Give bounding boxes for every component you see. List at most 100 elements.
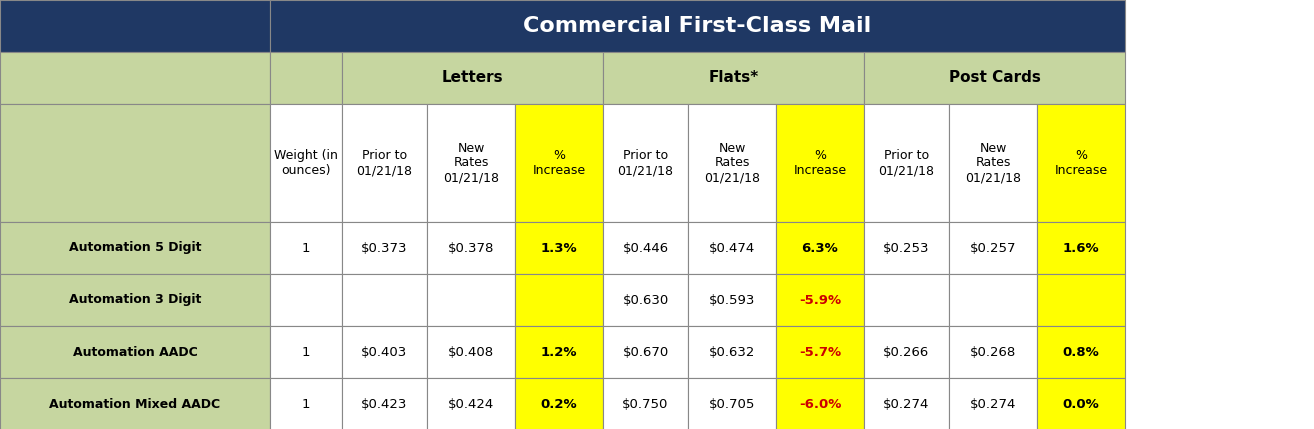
- Bar: [949, 274, 1037, 326]
- Bar: [603, 52, 865, 104]
- Text: $0.403: $0.403: [361, 345, 407, 359]
- Bar: [777, 378, 865, 429]
- Bar: [515, 378, 603, 429]
- Text: $0.274: $0.274: [970, 398, 1016, 411]
- Text: $0.408: $0.408: [448, 345, 494, 359]
- Bar: [269, 0, 1125, 52]
- Text: Automation 3 Digit: Automation 3 Digit: [68, 293, 201, 306]
- Bar: [777, 104, 865, 222]
- Bar: [342, 378, 427, 429]
- Text: $0.670: $0.670: [623, 345, 669, 359]
- Bar: [0, 274, 269, 326]
- Bar: [342, 274, 427, 326]
- Bar: [342, 52, 603, 104]
- Bar: [865, 378, 949, 429]
- Bar: [0, 0, 269, 52]
- Bar: [689, 274, 777, 326]
- Bar: [427, 326, 515, 378]
- Text: -5.7%: -5.7%: [799, 345, 841, 359]
- Text: $0.274: $0.274: [883, 398, 930, 411]
- Text: 1.3%: 1.3%: [540, 242, 577, 254]
- Bar: [603, 104, 689, 222]
- Text: Automation AADC: Automation AADC: [72, 345, 197, 359]
- Bar: [689, 222, 777, 274]
- Bar: [777, 274, 865, 326]
- Text: New
Rates
01/21/18: New Rates 01/21/18: [443, 142, 499, 184]
- Bar: [269, 52, 342, 104]
- Bar: [865, 326, 949, 378]
- Bar: [0, 52, 269, 104]
- Text: $0.750: $0.750: [623, 398, 669, 411]
- Bar: [1037, 222, 1125, 274]
- Text: $0.423: $0.423: [361, 398, 407, 411]
- Bar: [865, 52, 1125, 104]
- Bar: [603, 222, 689, 274]
- Bar: [427, 274, 515, 326]
- Text: Commercial First-Class Mail: Commercial First-Class Mail: [523, 16, 871, 36]
- Text: 1: 1: [302, 242, 310, 254]
- Text: $0.446: $0.446: [623, 242, 669, 254]
- Text: Automation Mixed AADC: Automation Mixed AADC: [50, 398, 221, 411]
- Bar: [603, 274, 689, 326]
- Bar: [0, 222, 269, 274]
- Text: Prior to
01/21/18: Prior to 01/21/18: [618, 149, 674, 177]
- Text: Weight (in
ounces): Weight (in ounces): [275, 149, 338, 177]
- Text: $0.268: $0.268: [970, 345, 1016, 359]
- Text: 6.3%: 6.3%: [802, 242, 838, 254]
- Bar: [689, 378, 777, 429]
- Bar: [603, 378, 689, 429]
- Text: $0.373: $0.373: [361, 242, 407, 254]
- Text: 0.2%: 0.2%: [540, 398, 577, 411]
- Bar: [269, 104, 342, 222]
- Bar: [269, 222, 342, 274]
- Text: %
Increase: % Increase: [1054, 149, 1108, 177]
- Text: $0.266: $0.266: [883, 345, 929, 359]
- Bar: [342, 104, 427, 222]
- Text: $0.593: $0.593: [708, 293, 756, 306]
- Bar: [949, 378, 1037, 429]
- Bar: [0, 104, 269, 222]
- Text: 1: 1: [302, 345, 310, 359]
- Bar: [269, 378, 342, 429]
- Bar: [0, 378, 269, 429]
- Bar: [949, 222, 1037, 274]
- Bar: [1037, 326, 1125, 378]
- Text: Prior to
01/21/18: Prior to 01/21/18: [356, 149, 413, 177]
- Text: $0.378: $0.378: [448, 242, 494, 254]
- Bar: [1037, 378, 1125, 429]
- Text: New
Rates
01/21/18: New Rates 01/21/18: [964, 142, 1021, 184]
- Text: $0.705: $0.705: [708, 398, 756, 411]
- Bar: [515, 104, 603, 222]
- Text: $0.253: $0.253: [883, 242, 930, 254]
- Bar: [427, 378, 515, 429]
- Bar: [269, 274, 342, 326]
- Bar: [1037, 104, 1125, 222]
- Bar: [603, 326, 689, 378]
- Bar: [1037, 274, 1125, 326]
- Bar: [865, 274, 949, 326]
- Text: -5.9%: -5.9%: [799, 293, 841, 306]
- Text: 0.0%: 0.0%: [1063, 398, 1100, 411]
- Text: $0.424: $0.424: [448, 398, 494, 411]
- Text: %
Increase: % Increase: [794, 149, 846, 177]
- Bar: [515, 274, 603, 326]
- Text: New
Rates
01/21/18: New Rates 01/21/18: [704, 142, 759, 184]
- Text: Automation 5 Digit: Automation 5 Digit: [68, 242, 201, 254]
- Text: 1: 1: [302, 398, 310, 411]
- Bar: [689, 104, 777, 222]
- Text: Flats*: Flats*: [708, 70, 758, 85]
- Bar: [427, 104, 515, 222]
- Text: %
Increase: % Increase: [532, 149, 586, 177]
- Bar: [342, 222, 427, 274]
- Bar: [515, 326, 603, 378]
- Text: 1.6%: 1.6%: [1063, 242, 1100, 254]
- Bar: [777, 222, 865, 274]
- Bar: [949, 104, 1037, 222]
- Bar: [949, 326, 1037, 378]
- Text: -6.0%: -6.0%: [799, 398, 841, 411]
- Bar: [427, 222, 515, 274]
- Text: Prior to
01/21/18: Prior to 01/21/18: [879, 149, 934, 177]
- Bar: [515, 222, 603, 274]
- Text: $0.632: $0.632: [708, 345, 756, 359]
- Bar: [689, 326, 777, 378]
